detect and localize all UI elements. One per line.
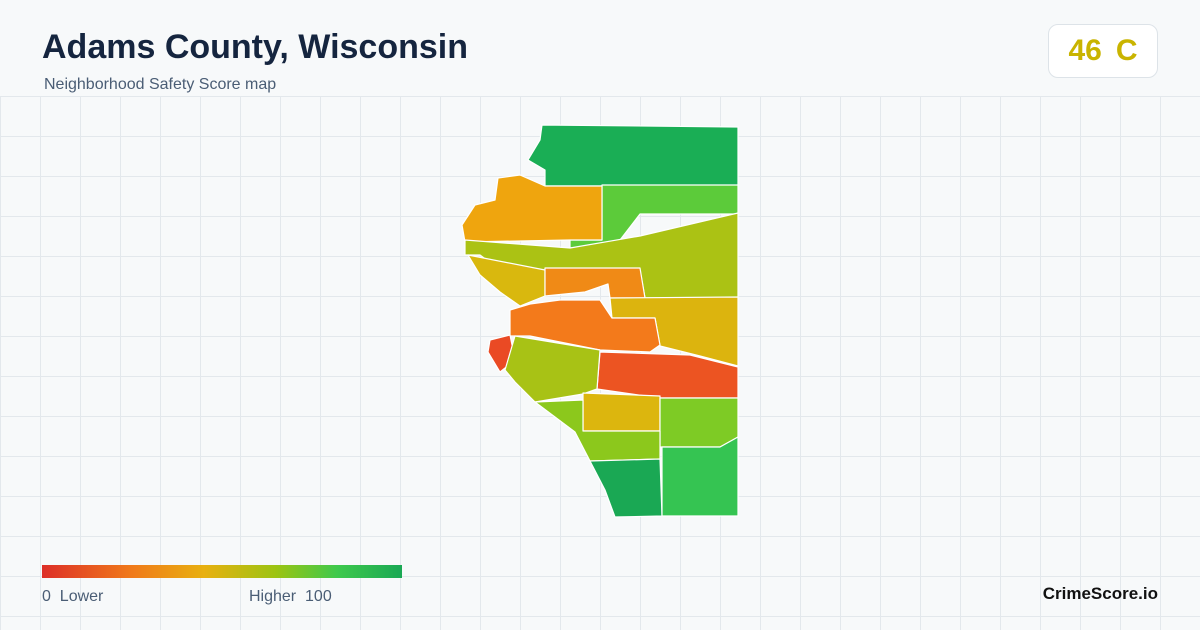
region <box>589 458 663 518</box>
score-badge: 46 C <box>1048 24 1158 78</box>
brand: CrimeScore.io <box>1042 584 1158 603</box>
region <box>661 436 739 517</box>
region <box>504 335 601 403</box>
legend-min: 0 <box>42 588 51 605</box>
score-value: 46 <box>1068 34 1102 67</box>
title: Adams County, Wisconsin <box>42 28 468 66</box>
region <box>659 397 739 448</box>
legend-high: Higher 100 <box>249 588 332 606</box>
region <box>582 392 661 432</box>
region <box>527 124 739 187</box>
subtitle: Neighborhood Safety Score map <box>44 76 277 93</box>
region <box>509 299 661 353</box>
region <box>534 399 661 462</box>
score-grade: C <box>1115 34 1138 67</box>
legend-max: 100 <box>305 588 332 605</box>
legend-low: 0 Lower <box>42 588 103 606</box>
legend-gradient <box>42 565 402 578</box>
region <box>461 174 603 243</box>
legend-max-label: Higher <box>249 588 297 605</box>
region <box>544 267 646 299</box>
legend-min-label: Lower <box>59 588 104 605</box>
